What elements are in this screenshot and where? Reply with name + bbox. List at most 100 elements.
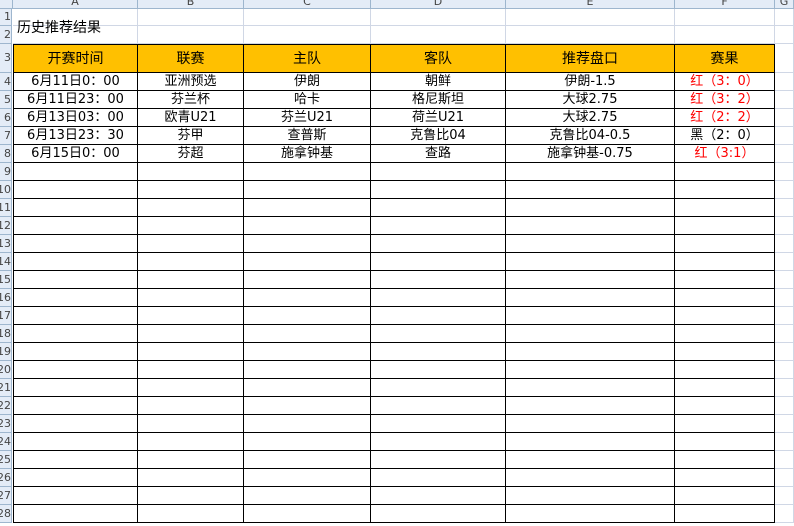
empty-table-cell[interactable]	[138, 415, 244, 433]
empty-table-cell[interactable]	[675, 397, 775, 415]
empty-table-cell[interactable]	[138, 379, 244, 397]
empty-table-cell[interactable]	[371, 289, 506, 307]
grid-cell[interactable]	[775, 505, 794, 523]
empty-table-cell[interactable]	[506, 433, 675, 451]
row-header[interactable]: 4	[0, 73, 12, 91]
empty-table-cell[interactable]	[675, 451, 775, 469]
table-header-cell[interactable]: 开赛时间	[13, 44, 138, 73]
row-header[interactable]: 17	[0, 307, 12, 325]
empty-table-cell[interactable]	[138, 325, 244, 343]
row-header[interactable]: 1	[0, 9, 12, 26]
empty-table-cell[interactable]	[371, 271, 506, 289]
empty-table-cell[interactable]	[138, 217, 244, 235]
table-cell[interactable]: 红（3：2）	[675, 91, 775, 109]
row-header[interactable]: 26	[0, 469, 12, 487]
empty-table-cell[interactable]	[506, 289, 675, 307]
empty-table-cell[interactable]	[371, 379, 506, 397]
empty-table-cell[interactable]	[244, 487, 371, 505]
empty-table-cell[interactable]	[506, 307, 675, 325]
table-cell[interactable]: 6月11日23：00	[13, 91, 138, 109]
table-header-cell[interactable]: 赛果	[675, 44, 775, 73]
empty-table-cell[interactable]	[371, 235, 506, 253]
table-cell[interactable]: 朝鲜	[371, 73, 506, 91]
grid-cell[interactable]	[775, 343, 794, 361]
empty-table-cell[interactable]	[675, 469, 775, 487]
empty-table-cell[interactable]	[675, 271, 775, 289]
column-header[interactable]: C	[244, 0, 371, 9]
table-cell[interactable]: 芬超	[138, 145, 244, 163]
grid-cell[interactable]	[138, 26, 244, 44]
grid-cell[interactable]	[775, 26, 794, 44]
empty-table-cell[interactable]	[675, 487, 775, 505]
empty-table-cell[interactable]	[13, 397, 138, 415]
empty-table-cell[interactable]	[371, 505, 506, 523]
row-header[interactable]: 3	[0, 44, 12, 73]
grid-cell[interactable]	[775, 307, 794, 325]
empty-table-cell[interactable]	[13, 469, 138, 487]
empty-table-cell[interactable]	[244, 253, 371, 271]
empty-table-cell[interactable]	[244, 307, 371, 325]
grid-cell[interactable]	[775, 379, 794, 397]
empty-table-cell[interactable]	[244, 289, 371, 307]
empty-table-cell[interactable]	[13, 343, 138, 361]
grid-cell[interactable]	[244, 9, 371, 26]
empty-table-cell[interactable]	[13, 271, 138, 289]
grid-cell[interactable]	[371, 9, 506, 26]
empty-table-cell[interactable]	[506, 325, 675, 343]
table-cell[interactable]: 黑（2：0）	[675, 127, 775, 145]
empty-table-cell[interactable]	[675, 235, 775, 253]
row-header[interactable]: 21	[0, 379, 12, 397]
empty-table-cell[interactable]	[13, 433, 138, 451]
empty-table-cell[interactable]	[244, 451, 371, 469]
grid-cell[interactable]	[775, 127, 794, 145]
grid-cell[interactable]	[775, 109, 794, 127]
table-cell[interactable]: 伊朗-1.5	[506, 73, 675, 91]
table-header-cell[interactable]: 联赛	[138, 44, 244, 73]
empty-table-cell[interactable]	[244, 235, 371, 253]
grid-cell[interactable]	[775, 271, 794, 289]
row-header[interactable]: 13	[0, 235, 12, 253]
empty-table-cell[interactable]	[371, 361, 506, 379]
row-header[interactable]: 18	[0, 325, 12, 343]
empty-table-cell[interactable]	[506, 253, 675, 271]
grid-cell[interactable]	[775, 9, 794, 26]
row-header[interactable]: 20	[0, 361, 12, 379]
grid-cell[interactable]	[775, 487, 794, 505]
grid-cell[interactable]	[775, 73, 794, 91]
empty-table-cell[interactable]	[506, 505, 675, 523]
empty-table-cell[interactable]	[371, 217, 506, 235]
row-header[interactable]: 5	[0, 91, 12, 109]
empty-table-cell[interactable]	[675, 361, 775, 379]
table-cell[interactable]: 芬兰杯	[138, 91, 244, 109]
empty-table-cell[interactable]	[244, 379, 371, 397]
grid-cell[interactable]	[775, 433, 794, 451]
empty-table-cell[interactable]	[138, 307, 244, 325]
empty-table-cell[interactable]	[244, 469, 371, 487]
grid-cell[interactable]	[775, 91, 794, 109]
empty-table-cell[interactable]	[506, 217, 675, 235]
table-cell[interactable]: 伊朗	[244, 73, 371, 91]
empty-table-cell[interactable]	[244, 217, 371, 235]
empty-table-cell[interactable]	[138, 397, 244, 415]
empty-table-cell[interactable]	[244, 361, 371, 379]
empty-table-cell[interactable]	[371, 181, 506, 199]
empty-table-cell[interactable]	[138, 289, 244, 307]
empty-table-cell[interactable]	[371, 415, 506, 433]
empty-table-cell[interactable]	[138, 505, 244, 523]
table-cell[interactable]: 施拿钟基-0.75	[506, 145, 675, 163]
table-cell[interactable]: 哈卡	[244, 91, 371, 109]
row-header[interactable]: 23	[0, 415, 12, 433]
row-header[interactable]: 11	[0, 199, 12, 217]
column-header[interactable]: A	[13, 0, 138, 9]
empty-table-cell[interactable]	[138, 361, 244, 379]
empty-table-cell[interactable]	[13, 379, 138, 397]
empty-table-cell[interactable]	[244, 505, 371, 523]
table-cell[interactable]: 克鲁比04-0.5	[506, 127, 675, 145]
grid-cell[interactable]	[13, 9, 138, 26]
table-cell[interactable]: 红（3:1）	[675, 145, 775, 163]
table-header-cell[interactable]: 推荐盘口	[506, 44, 675, 73]
empty-table-cell[interactable]	[506, 199, 675, 217]
empty-table-cell[interactable]	[371, 433, 506, 451]
empty-table-cell[interactable]	[244, 163, 371, 181]
empty-table-cell[interactable]	[675, 379, 775, 397]
